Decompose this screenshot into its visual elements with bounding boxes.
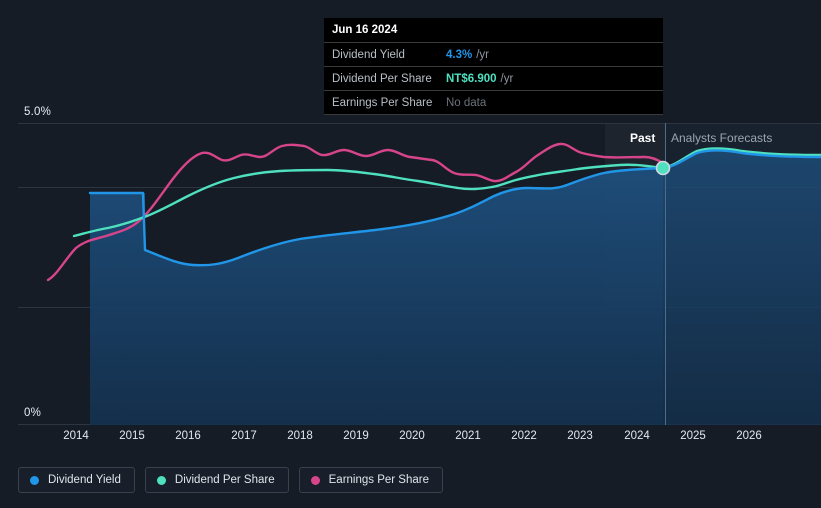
legend-item-label: Earnings Per Share xyxy=(328,474,429,486)
x-axis-tick: 2021 xyxy=(455,430,481,442)
chart-plot-area xyxy=(18,123,821,425)
y-axis-label-top: 5.0% xyxy=(24,106,52,118)
legend-item-earnings-per-share[interactable]: Earnings Per Share xyxy=(298,467,443,493)
tooltip-row-value: No data xyxy=(446,96,487,109)
series-line-dividend-yield xyxy=(88,149,821,267)
legend-color-dot-icon xyxy=(30,475,39,485)
x-axis-tick: 2018 xyxy=(287,430,313,442)
x-axis-tick: 2015 xyxy=(119,430,145,442)
x-axis-tick: 2025 xyxy=(680,430,706,442)
x-axis-tick: 2020 xyxy=(399,430,425,442)
x-axis-tick: 2019 xyxy=(343,430,369,442)
tooltip-date: Jun 16 2024 xyxy=(332,24,398,36)
legend-color-dot-icon xyxy=(310,475,320,485)
series-line-earnings-per-share xyxy=(46,142,665,282)
y-axis-label-bottom: 0% xyxy=(24,407,42,419)
hover-marker[interactable] xyxy=(655,160,671,176)
x-axis-tick: 2026 xyxy=(736,430,762,442)
dividend-yield-area xyxy=(90,168,663,425)
past-region-label: Past xyxy=(630,131,656,145)
chart-tooltip: Jun 16 2024 Dividend Yield 4.3% /yr Divi… xyxy=(324,18,663,115)
x-axis-tick: 2017 xyxy=(231,430,257,442)
tooltip-row-unit: /yr xyxy=(476,48,489,61)
tooltip-row-unit: /yr xyxy=(500,72,514,85)
tooltip-row-value: 4.3% xyxy=(446,48,473,61)
legend-item-label: Dividend Yield xyxy=(48,474,121,486)
chart-legend: Dividend Yield Dividend Per Share Earnin… xyxy=(18,467,443,493)
dividend-yield-forecast-area xyxy=(663,149,821,425)
chart-svg xyxy=(18,123,821,425)
tooltip-row-label: Earnings Per Share xyxy=(332,96,433,109)
x-axis-tick: 2014 xyxy=(63,430,89,442)
x-axis-tick: 2016 xyxy=(175,430,201,442)
x-axis-tick: 2023 xyxy=(567,430,593,442)
tooltip-row-dividend-yield: Dividend Yield 4.3% /yr xyxy=(324,42,663,66)
legend-item-dividend-yield[interactable]: Dividend Yield xyxy=(18,467,135,493)
legend-color-dot-icon xyxy=(156,475,166,485)
tooltip-row-earnings-per-share: Earnings Per Share No data xyxy=(324,90,663,115)
legend-item-dividend-per-share[interactable]: Dividend Per Share xyxy=(144,467,289,493)
x-axis-tick: 2024 xyxy=(624,430,650,442)
x-axis: 2014 2015 2016 2017 2018 2019 2020 2021 … xyxy=(0,430,821,450)
tooltip-row-label: Dividend Yield xyxy=(332,48,405,61)
legend-item-label: Dividend Per Share xyxy=(174,474,275,486)
tooltip-row-dividend-per-share: Dividend Per Share NT$6.900 /yr xyxy=(324,66,663,90)
tooltip-row-value: NT$6.900 xyxy=(446,72,497,85)
forecast-region-label: Analysts Forecasts xyxy=(671,131,773,145)
tooltip-row-label: Dividend Per Share xyxy=(332,72,432,85)
x-axis-tick: 2022 xyxy=(511,430,537,442)
